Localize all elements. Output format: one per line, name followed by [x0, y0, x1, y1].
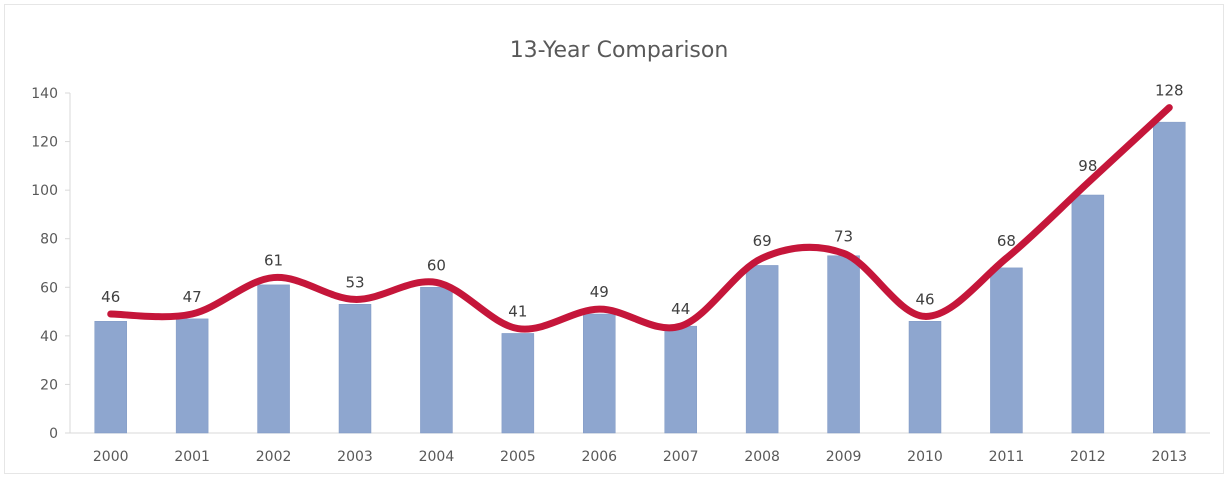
x-tick-label: 2004 [419, 449, 455, 465]
x-tick-label: 2007 [663, 449, 699, 465]
data-label: 41 [508, 303, 527, 321]
line-series [107, 104, 1173, 333]
data-label: 49 [590, 283, 609, 301]
bar [94, 321, 127, 434]
bar [664, 325, 697, 434]
bar [257, 284, 290, 434]
y-tick-label: 80 [40, 232, 58, 248]
x-tick-label: 2002 [256, 449, 292, 465]
x-axis: 2000 2001 2002 2003 2004 2005 2006 2007 2008 2009… [70, 432, 1210, 465]
data-label: 98 [1078, 157, 1097, 175]
bar-series [94, 121, 1186, 434]
bar [420, 287, 453, 434]
y-tick-label: 60 [40, 280, 58, 296]
data-label: 69 [753, 232, 772, 250]
x-tick-label: 2010 [907, 449, 943, 465]
data-label: 44 [671, 300, 690, 318]
data-label: 73 [834, 227, 853, 245]
x-tick-label: 2008 [744, 449, 780, 465]
y-tick-label: 40 [40, 329, 58, 345]
bar [745, 265, 779, 434]
chart-title: 13-Year Comparison [510, 38, 729, 63]
data-label: 61 [264, 252, 283, 270]
x-tick-label: 2003 [337, 449, 373, 465]
bar [175, 318, 209, 434]
bar [338, 304, 372, 434]
x-tick-label: 2012 [1070, 449, 1106, 465]
x-tick-label: 2006 [581, 449, 617, 465]
data-labels: 46 47 61 53 60 41 49 44 69 73 46 68 98 128 [101, 82, 1183, 321]
y-tick-label: 20 [40, 377, 58, 393]
data-label: 46 [915, 290, 934, 308]
y-tick-label: 140 [31, 86, 58, 102]
x-tick-label: 2000 [93, 449, 129, 465]
y-tick-label: 120 [31, 135, 58, 151]
x-tick-label: 2011 [989, 449, 1025, 465]
x-tick-label: 2005 [500, 449, 536, 465]
bar [990, 267, 1023, 434]
y-tick-label: 0 [49, 426, 58, 442]
trend-line [107, 104, 1173, 333]
y-axis: 0 20 40 60 80 100 120 140 [31, 86, 71, 442]
bar [583, 313, 616, 434]
bar [908, 321, 942, 434]
x-tick-label: 2001 [174, 449, 210, 465]
chart-container: 13-Year Comparison 0 20 40 60 80 100 120 140 20… [4, 4, 1224, 474]
data-label: 60 [427, 256, 446, 274]
data-label: 53 [345, 273, 364, 291]
bar [501, 333, 535, 434]
data-label: 46 [101, 288, 120, 306]
x-tick-label: 2009 [826, 449, 862, 465]
bar [1071, 194, 1105, 434]
y-tick-label: 100 [31, 183, 58, 199]
data-label: 128 [1155, 82, 1184, 100]
bar [1153, 121, 1186, 434]
data-label: 68 [997, 232, 1016, 250]
data-label: 47 [183, 288, 202, 306]
x-tick-label: 2013 [1151, 449, 1187, 465]
bar [827, 255, 860, 434]
combo-chart: 13-Year Comparison 0 20 40 60 80 100 120 140 20… [31, 38, 1210, 465]
